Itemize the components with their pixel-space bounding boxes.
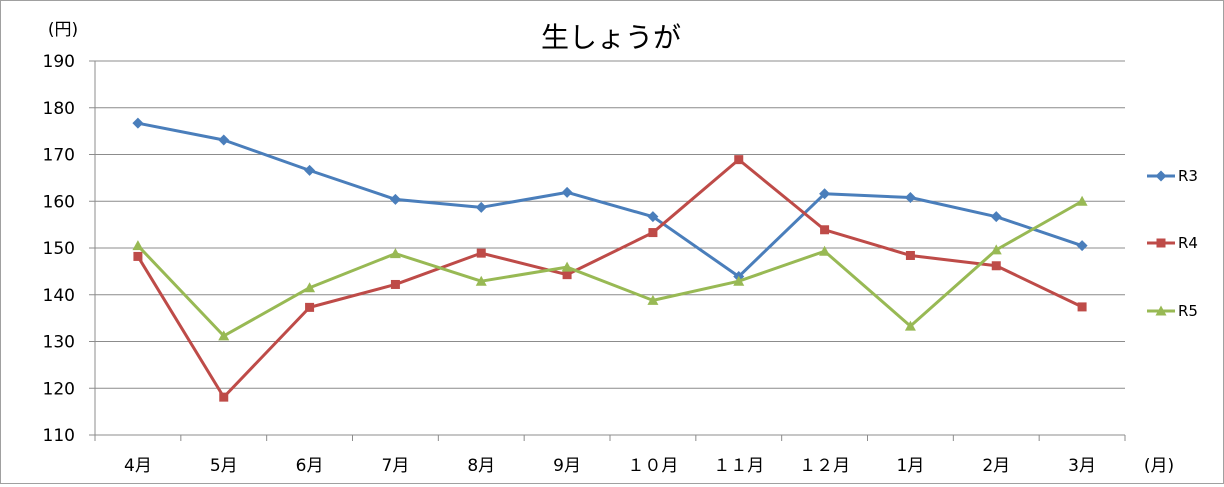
legend-item-r5: R5 <box>1147 302 1198 320</box>
x-tick-label: 8月 <box>467 456 495 476</box>
x-tick-label: １２月 <box>799 456 850 476</box>
axes: 110 120 130 140 150 160 170 180 190 4月 5月 6月 7月 8月 9月 １… <box>43 52 1126 476</box>
y-tick-label: 160 <box>43 192 75 212</box>
data-point <box>390 279 400 289</box>
data-point <box>132 240 144 251</box>
x-tick-label: 7月 <box>382 456 410 476</box>
series-line <box>136 199 1083 338</box>
y-tick-label: 140 <box>43 286 75 306</box>
legend-label: R4 <box>1178 234 1198 252</box>
gridlines <box>95 60 1125 389</box>
legend-label: R3 <box>1178 167 1198 185</box>
x-tick-label: １１月 <box>713 456 764 476</box>
data-point <box>819 245 831 256</box>
y-tick-label: 110 <box>43 426 75 446</box>
data-point <box>1077 302 1087 312</box>
data-point <box>389 248 401 259</box>
data-point <box>820 225 830 235</box>
data-point <box>648 228 658 238</box>
data-point <box>647 294 659 305</box>
data-point <box>304 282 316 293</box>
data-point <box>819 188 831 200</box>
x-axis-unit-label: (月) <box>1144 456 1174 476</box>
x-tick-label: 9月 <box>553 456 581 476</box>
data-point <box>304 164 316 176</box>
legend-label: R5 <box>1178 302 1198 320</box>
data-point <box>561 186 573 198</box>
chart-title: 生しょうが <box>541 21 681 54</box>
series-line <box>137 121 1083 279</box>
data-point <box>562 270 572 280</box>
legend-marker <box>1155 305 1167 316</box>
series-r4 <box>133 155 1087 402</box>
data-point <box>991 261 1001 271</box>
data-point <box>218 330 230 341</box>
series-lines <box>132 117 1088 402</box>
series-r5 <box>132 195 1088 341</box>
data-point <box>1076 240 1088 252</box>
y-tick-label: 150 <box>43 239 75 259</box>
x-tick-label: 5月 <box>210 456 238 476</box>
data-point <box>133 251 143 261</box>
series-line <box>136 158 1083 399</box>
x-tick-label: 6月 <box>296 456 324 476</box>
legend-item-r3: R3 <box>1147 167 1198 185</box>
y-tick-label: 130 <box>43 333 75 353</box>
x-tick-label: 3月 <box>1068 456 1096 476</box>
x-tick-label: 4月 <box>124 456 152 476</box>
data-point <box>990 244 1002 255</box>
data-point <box>734 155 744 165</box>
legend-item-r4: R4 <box>1147 234 1198 252</box>
x-tick-label: １０月 <box>627 456 678 476</box>
series-r3 <box>132 117 1088 283</box>
data-point <box>904 320 916 331</box>
data-point <box>561 261 573 272</box>
legend: R3 R4 R5 <box>1147 167 1198 320</box>
data-point <box>475 201 487 213</box>
y-tick-label: 180 <box>43 99 75 119</box>
data-point <box>476 248 486 258</box>
y-tick-label: 190 <box>43 52 75 72</box>
legend-marker <box>1156 238 1166 248</box>
x-tick-label: 1月 <box>897 456 925 476</box>
data-point <box>905 250 915 260</box>
data-point <box>647 211 659 223</box>
data-point <box>475 275 487 286</box>
data-point <box>132 117 144 129</box>
data-point <box>1076 195 1088 206</box>
data-point <box>305 302 315 312</box>
data-point <box>904 192 916 204</box>
y-axis-unit-label: (円) <box>48 20 78 40</box>
y-tick-label: 120 <box>43 379 75 399</box>
data-point <box>218 134 230 146</box>
data-point <box>990 211 1002 223</box>
x-tick-label: 2月 <box>982 456 1010 476</box>
data-point <box>389 193 401 205</box>
legend-marker <box>1155 170 1167 182</box>
y-tick-label: 170 <box>43 146 75 166</box>
data-point <box>219 392 229 402</box>
data-point <box>733 275 745 286</box>
